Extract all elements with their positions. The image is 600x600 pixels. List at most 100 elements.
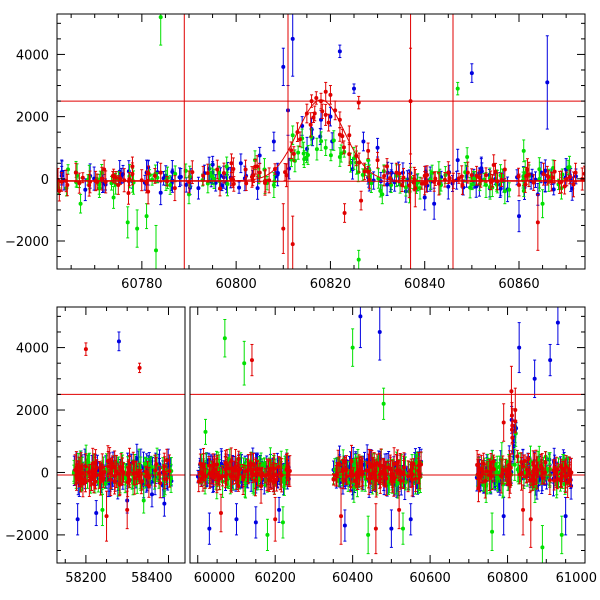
data-point [281, 226, 286, 231]
data-point [257, 170, 262, 175]
data-point [401, 175, 406, 180]
cloud-point [139, 469, 144, 495]
data-point [422, 195, 427, 200]
cloud-point [158, 467, 163, 499]
data-point [80, 175, 85, 180]
data-point [275, 171, 280, 176]
data-point [158, 190, 163, 195]
data-point [507, 187, 512, 192]
cloud-point [127, 456, 132, 488]
data-point [125, 220, 130, 225]
data-point [167, 469, 172, 474]
data-point [73, 467, 78, 472]
data-point [78, 201, 83, 206]
data-point-group [290, 14, 295, 77]
data-point [582, 171, 585, 176]
data-point [297, 137, 302, 142]
data-point-group [517, 173, 521, 197]
data-point-group [455, 81, 460, 96]
data-point [367, 177, 372, 182]
data-point [73, 170, 78, 175]
cloud-point [213, 174, 218, 192]
top-series-2 [57, 47, 585, 269]
y-tick-label: 4000 [16, 48, 49, 63]
data-point [143, 461, 148, 466]
data-point-group [215, 159, 220, 180]
data-point-group [281, 47, 286, 87]
data-point [225, 181, 230, 186]
cloud-point [210, 167, 215, 186]
data-point [545, 80, 550, 85]
data-point-group [337, 147, 342, 167]
data-point [229, 161, 234, 166]
data-point-group [361, 131, 366, 152]
data-point-group [158, 14, 163, 46]
top-panel-ticks [57, 14, 585, 269]
data-point-group [356, 95, 361, 110]
y-tick-label: 2000 [16, 111, 49, 126]
cloud-point [88, 469, 93, 487]
data-point [551, 166, 556, 171]
cloud-point [170, 160, 175, 184]
data-point [403, 185, 408, 190]
data-point [465, 155, 470, 160]
data-point-group [224, 156, 229, 177]
data-point [459, 174, 464, 179]
data-point-group [78, 193, 83, 214]
data-point [158, 15, 163, 20]
data-point-group [352, 83, 356, 94]
data-point [136, 474, 141, 479]
data-point [112, 479, 117, 484]
data-point [75, 517, 80, 522]
data-point [366, 148, 371, 153]
data-point [102, 167, 107, 172]
data-point [342, 211, 347, 216]
cloud-point [308, 112, 313, 138]
cloud-point [190, 160, 195, 185]
cloud-point [113, 171, 118, 185]
data-point [369, 181, 374, 186]
data-point [337, 155, 342, 160]
bottom-panel-data-marks [71, 307, 574, 563]
data-point-group [469, 63, 474, 83]
model-curve [57, 99, 585, 182]
data-point [109, 181, 114, 186]
data-point-group [83, 342, 88, 356]
data-point [170, 169, 175, 174]
data-point [255, 164, 260, 169]
data-point [187, 174, 192, 179]
cloud-point [331, 130, 336, 151]
cloud-point [436, 171, 441, 196]
top-panel-reference-lines [57, 14, 585, 269]
data-point [243, 167, 248, 172]
data-point [158, 481, 163, 486]
data-point [347, 152, 352, 157]
data-point [117, 481, 122, 486]
data-point [88, 475, 93, 480]
data-point [465, 170, 470, 175]
data-point [521, 148, 526, 153]
data-point-group [100, 493, 105, 527]
data-point [305, 152, 310, 157]
data-point [77, 181, 82, 186]
data-point-group [102, 159, 107, 180]
data-point [356, 100, 361, 105]
data-point-group [359, 190, 364, 211]
data-point [271, 139, 276, 144]
data-point [144, 214, 149, 219]
data-point [146, 483, 151, 488]
data-point-group [257, 146, 262, 165]
data-point [127, 469, 132, 474]
data-point-group [281, 203, 286, 254]
cloud-point [108, 457, 113, 489]
data-point [385, 164, 389, 169]
data-point [385, 182, 390, 187]
data-point [455, 158, 460, 163]
data-point [83, 479, 88, 484]
data-point [116, 339, 121, 344]
data-point-group [455, 148, 460, 172]
data-point [571, 182, 576, 187]
data-point [215, 167, 220, 172]
data-point [108, 471, 113, 476]
x-tick-label: 60840 [404, 277, 445, 292]
